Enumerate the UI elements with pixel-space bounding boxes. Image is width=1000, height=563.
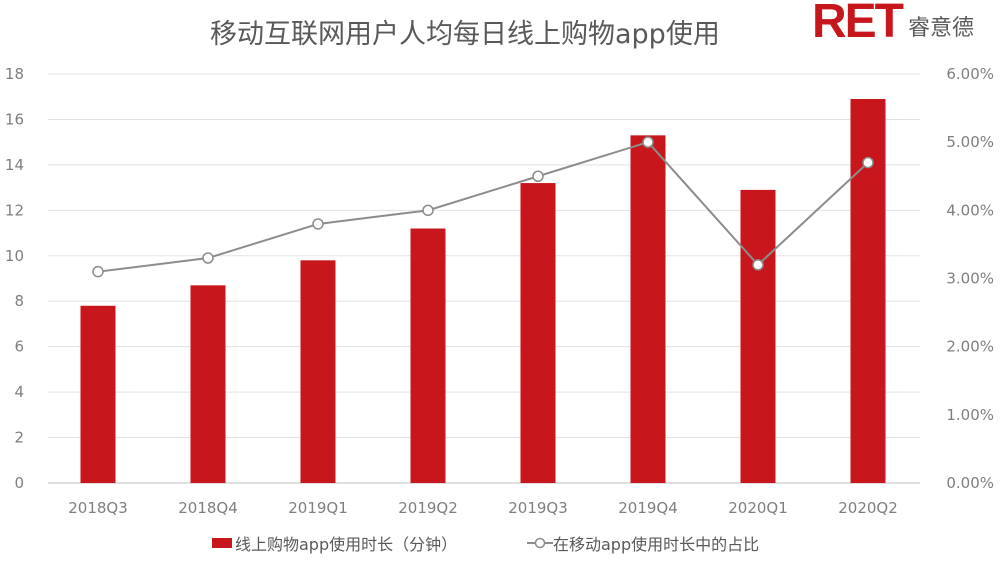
chart-title: 移动互联网用户人均每日线上购物app使用 (210, 19, 720, 50)
y-left-tick-label: 6 (14, 338, 24, 356)
y-right-tick-label: 4.00% (946, 201, 994, 219)
legend-item-line: 在移动app使用时长中的占比 (527, 531, 759, 555)
line-point (532, 170, 544, 182)
bar (520, 183, 556, 484)
x-tick-label: 2018Q4 (178, 499, 238, 517)
x-tick-label: 2019Q2 (398, 499, 458, 517)
x-tick-label: 2020Q2 (838, 499, 898, 517)
x-tick-label: 2019Q1 (288, 499, 348, 517)
line-point (752, 259, 764, 271)
line-point (642, 136, 654, 148)
y-right-tick-label: 5.00% (946, 133, 994, 151)
x-tick-label: 2020Q1 (728, 499, 788, 517)
y-right-tick-label: 0.00% (946, 474, 994, 492)
y-left-tick-label: 0 (14, 474, 24, 492)
logo-text: RET (812, 0, 904, 48)
bar (630, 135, 666, 483)
y-left-tick-label: 12 (5, 201, 24, 219)
logo-subtext: 睿意德 (908, 16, 975, 41)
bar (80, 305, 116, 483)
line-point (92, 265, 104, 278)
bar (410, 228, 446, 483)
y-right-tick-label: 1.00% (946, 406, 994, 424)
y-left-tick-label: 4 (14, 383, 24, 401)
y-left-tick-label: 14 (5, 156, 24, 174)
line-point (422, 204, 434, 217)
x-tick-label: 2019Q4 (618, 499, 678, 517)
line-series (97, 141, 869, 273)
ret-logo: RET 睿意德 (812, 0, 975, 48)
bar (300, 260, 336, 483)
y-left-tick-label: 2 (14, 429, 24, 447)
y-right-tick-label: 6.00% (946, 65, 994, 83)
legend-item-bar: 线上购物app使用时长（分钟） (212, 531, 457, 555)
y-left-tick-label: 18 (5, 65, 24, 83)
legend-label-bar: 线上购物app使用时长（分钟） (235, 535, 458, 554)
x-tick-label: 2019Q3 (508, 499, 568, 517)
line-point (862, 156, 874, 169)
bar (740, 189, 776, 483)
legend-swatch-bar (212, 538, 232, 548)
y-right-tick-label: 2.00% (946, 338, 994, 356)
line-point (312, 218, 324, 230)
legend-label-line: 在移动app使用时长中的占比 (553, 535, 760, 554)
y-right-tick-label: 3.00% (946, 270, 994, 288)
y-left-tick-label: 8 (14, 292, 24, 310)
line-point (202, 252, 214, 264)
legend-swatch-line (527, 537, 553, 549)
bar (190, 285, 226, 483)
bar (850, 98, 886, 483)
y-left-tick-label: 10 (5, 247, 24, 265)
y-left-tick-label: 16 (5, 110, 24, 128)
x-tick-label: 2018Q3 (68, 499, 128, 517)
